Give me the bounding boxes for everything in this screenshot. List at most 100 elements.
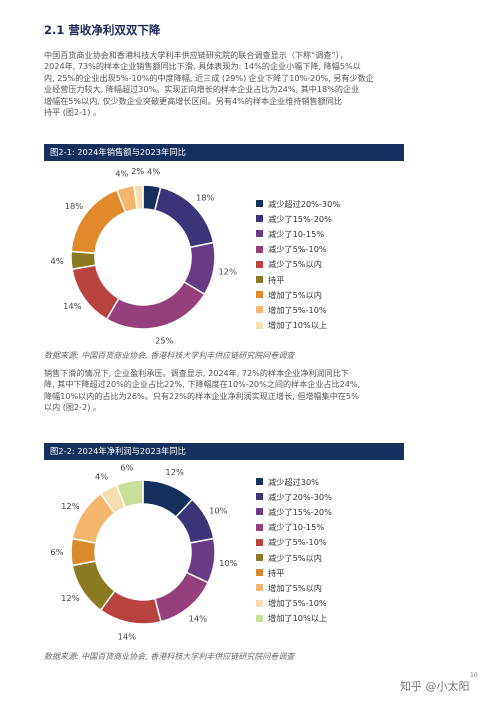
legend-swatch [256, 200, 263, 208]
paragraph-line: 内, 25%的企业出现5%-10%的中度降幅, 近三成 (29%) 企业下降了1… [44, 72, 374, 83]
legend-swatch [256, 276, 263, 284]
legend-swatch [256, 614, 263, 622]
legend-label: 持平 [268, 274, 285, 285]
slice-value-label: 2% [131, 166, 144, 176]
paragraph-line: 中国百货商业协会和香港科技大学利丰供应链研究院的联合调查显示（下称“调查”）， [44, 50, 348, 60]
legend-swatch [256, 508, 263, 516]
section-title: 2.1 营收净利双双下降 [44, 23, 161, 37]
legend-swatch [256, 523, 263, 531]
legend-item: 减少超过20%-30% [256, 196, 340, 211]
legend-label: 增加了5%-10% [268, 304, 327, 315]
legend-swatch [256, 260, 263, 268]
paragraph-line: 业经营压力较大, 降幅超过30%。实现正向增长的样本企业占比为24%, 其中18… [44, 84, 360, 95]
legend-label: 减少了5%-10% [268, 244, 327, 255]
slice-value-label: 4% [147, 167, 160, 177]
legend-label: 减少了5%-10% [268, 537, 327, 548]
slice-value-label: 18% [196, 193, 215, 203]
legend-label: 减少了15%-20% [268, 213, 332, 224]
legend-item: 持平 [256, 565, 332, 580]
slice-value-label: 18% [65, 201, 84, 211]
donut-slice [105, 280, 206, 330]
slice-value-label: 10% [219, 558, 238, 568]
legend-swatch [256, 538, 263, 546]
legend-swatch [256, 321, 263, 329]
legend-swatch [256, 554, 263, 562]
chart1-title: 图2-1: 2024年销售额与2023年同比 [44, 144, 404, 161]
slice-value-label: 4% [115, 169, 128, 179]
donut-slice [70, 188, 127, 255]
paragraph-line: 2024年, 73%的样本企业销售额同比下滑, 具体表现为: 14%的企业小幅下… [44, 61, 361, 72]
legend-label: 增加了5%以内 [268, 582, 322, 593]
donut-slice [133, 184, 144, 211]
paragraph-sales: 中国百货商业协会和香港科技大学利丰供应链研究院的联合调查显示（下称“调查”）， … [44, 50, 464, 118]
paragraph-line: 降, 其中下降超过20%的企业占比22%, 下降幅度在10%-20%之间的样本企… [44, 379, 361, 390]
legend-label: 减少超过30% [268, 476, 319, 487]
legend-swatch [256, 569, 263, 577]
legend-item: 增加了10%以上 [256, 318, 340, 333]
legend-label: 减少了5%以内 [268, 259, 322, 270]
zhihu-watermark: 知乎 @小太阳 [400, 680, 470, 693]
legend-item: 减少了10-15% [256, 226, 340, 241]
donut-slice [71, 264, 120, 321]
legend-label: 减少了10-15% [268, 522, 325, 533]
legend-item: 减少超过30% [256, 474, 332, 489]
legend-label: 减少了20%-30% [268, 491, 332, 502]
slice-value-label: 12% [61, 501, 80, 511]
legend-label: 减少了10-15% [268, 228, 325, 239]
chart2-legend: 减少超过30% 减少了20%-30% 减少了15%-20% 减少了10-15% 减少了5… [256, 474, 332, 626]
legend-item: 减少了5%以内 [256, 257, 340, 272]
legend-item: 减少了15%-20% [256, 504, 332, 519]
legend-item: 减少了5%以内 [256, 550, 332, 565]
legend-item: 减少了15%-20% [256, 211, 340, 226]
legend-item: 增加了10%以上 [256, 611, 332, 626]
page-number: 10 [470, 672, 478, 679]
slice-value-label: 12% [219, 267, 238, 277]
paragraph-line: 增幅在5%以内, 仅少数企业突破更高增长区间。另有4%的样本企业维持销售额同比 [44, 95, 342, 106]
slice-value-label: 12% [165, 467, 184, 477]
legend-swatch [256, 478, 263, 486]
legend-item: 减少了5%-10% [256, 242, 340, 257]
slice-value-label: 4% [95, 472, 108, 482]
legend-item: 增加了5%-10% [256, 596, 332, 611]
legend-swatch [256, 306, 263, 314]
legend-swatch [256, 215, 263, 223]
chart2-title: 图2-2: 2024年净利润与2023年同比 [44, 443, 404, 460]
slice-value-label: 25% [155, 335, 174, 345]
legend-swatch [256, 245, 263, 253]
chart2-donut: 12% 10% 10% 14% 14% 12% 6% 12% 4% 6% [50, 463, 238, 642]
paragraph-line: 持平 (图2-1) 。 [44, 107, 102, 118]
slice-value-label: 14% [118, 631, 137, 641]
legend-item: 增加了5%-10% [256, 302, 340, 317]
legend-swatch [256, 584, 263, 592]
slice-value-label: 12% [61, 593, 80, 603]
legend-item: 增加了5%以内 [256, 287, 340, 302]
slice-value-label: 14% [63, 301, 82, 311]
legend-swatch [256, 599, 263, 607]
slice-value-label: 10% [209, 506, 228, 516]
legend-item: 持平 [256, 272, 340, 287]
legend-label: 增加了5%-10% [268, 598, 327, 609]
chart1-source: 数据来源: 中国百货商业协会, 香港科技大学利丰供应链研究院问卷调查 [44, 351, 295, 360]
legend-item: 减少了10-15% [256, 520, 332, 535]
legend-label: 增加了5%以内 [268, 289, 322, 300]
legend-label: 持平 [268, 567, 285, 578]
legend-item: 减少了5%-10% [256, 535, 332, 550]
slice-value-label: 4% [51, 256, 64, 266]
legend-label: 减少了15%-20% [268, 506, 332, 517]
paragraph-line: 以内 (图2-2) 。 [44, 402, 102, 413]
paragraph-line: 销售下滑的情况下, 企业盈利承压。调查显示, 2024年, 72%的样本企业净利… [44, 368, 349, 378]
slice-value-label: 6% [50, 547, 63, 557]
legend-label: 减少超过20%-30% [268, 198, 341, 209]
legend-label: 减少了5%以内 [268, 552, 322, 563]
paragraph-line: 降幅10%以内的占比为26%。只有22%的样本企业净利润实现正增长, 但增幅集中… [44, 390, 359, 401]
donut-slice [115, 479, 144, 509]
legend-label: 增加了10%以上 [268, 320, 328, 331]
chart2-source: 数据来源: 中国百货商业协会, 香港科技大学利丰供应链研究院问卷调查 [44, 652, 295, 661]
legend-swatch [256, 493, 263, 501]
legend-label: 增加了10%以上 [268, 613, 328, 624]
legend-swatch [256, 230, 263, 238]
legend-swatch [256, 291, 263, 299]
slice-value-label: 6% [120, 463, 133, 473]
paragraph-profit: 销售下滑的情况下, 企业盈利承压。调查显示, 2024年, 72%的样本企业净利… [44, 368, 464, 414]
slice-value-label: 14% [189, 613, 208, 623]
